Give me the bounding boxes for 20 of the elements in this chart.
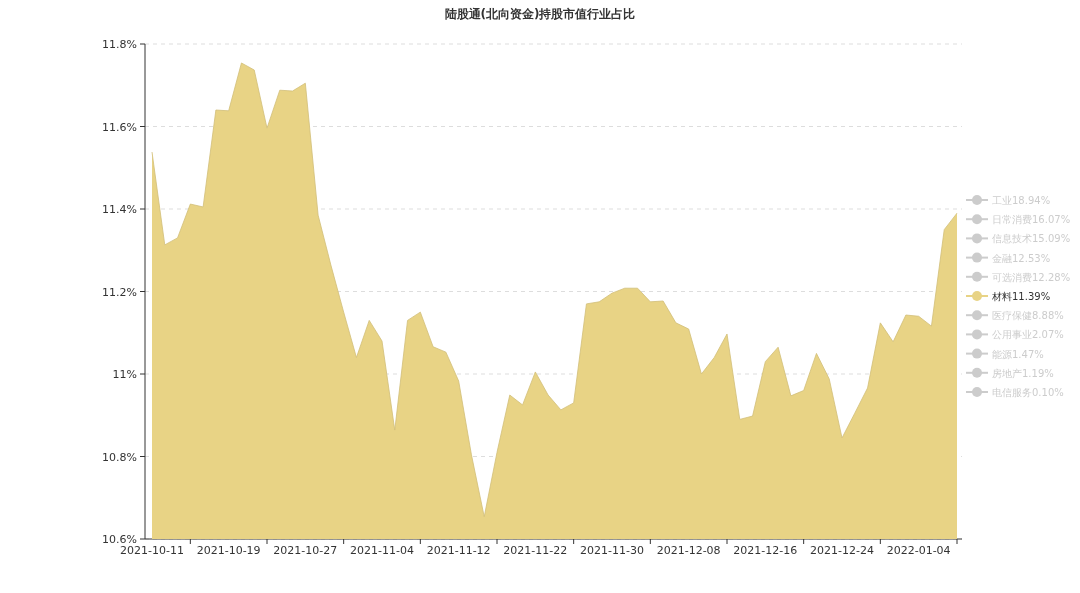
y-tick-label: 11.4%	[102, 203, 137, 216]
x-tick-label: 2021-10-19	[196, 544, 261, 557]
x-tick-label: 2021-11-04	[350, 544, 414, 557]
x-tick-label: 2021-11-30	[580, 544, 644, 557]
x-tick-label: 2021-11-22	[503, 544, 568, 557]
chart-title: 陆股通(北向资金)持股市值行业占比	[444, 7, 636, 21]
y-tick-label: 10.6%	[102, 533, 137, 546]
x-tick-label: 2021-10-11	[120, 544, 184, 557]
y-tick-label: 11%	[112, 368, 137, 381]
x-tick-label: 2021-12-08	[656, 544, 721, 557]
x-tick-label: 2021-12-24	[810, 544, 874, 557]
legend-label: 材料11.39%	[991, 291, 1051, 302]
x-tick-label: 2021-12-16	[733, 544, 798, 557]
x-tick-label: 2022-01-04	[886, 544, 951, 557]
x-tick-label: 2021-11-12	[426, 544, 491, 557]
y-tick-label: 11.6%	[102, 120, 137, 134]
x-tick-label: 2021-10-27	[273, 544, 338, 557]
y-tick-label: 10.8%	[102, 450, 137, 464]
y-tick-label: 11.8%	[102, 38, 137, 51]
y-tick-label: 11.2%	[102, 285, 137, 299]
